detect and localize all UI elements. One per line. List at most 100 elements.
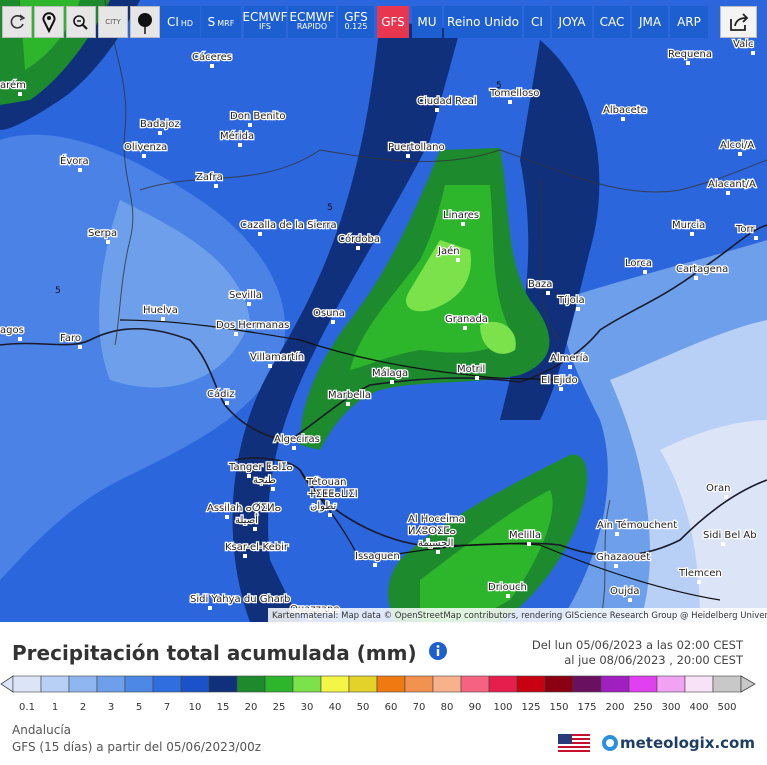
precip-area bbox=[420, 490, 553, 622]
button-sublabel: RAPIDO bbox=[296, 22, 328, 31]
legend-label: 80 bbox=[441, 702, 454, 713]
place-label: Melilla bbox=[509, 530, 541, 541]
model-button[interactable]: Reino Unido bbox=[444, 6, 522, 38]
model-button[interactable]: ECMWF RAPIDO bbox=[288, 6, 336, 38]
place-label: Alacant/A bbox=[708, 179, 756, 190]
location-button[interactable] bbox=[34, 6, 64, 38]
city-marker bbox=[158, 131, 162, 135]
city-marker bbox=[106, 240, 110, 244]
place-label: Córdoba bbox=[338, 233, 380, 245]
attribution-bg bbox=[268, 608, 767, 622]
legend-swatch bbox=[12, 675, 42, 693]
city-marker bbox=[694, 276, 698, 280]
legend-label: 300 bbox=[661, 702, 680, 713]
city-marker bbox=[78, 168, 82, 172]
button-sublabel: 0.125 bbox=[344, 22, 368, 31]
city-marker bbox=[754, 236, 758, 240]
place-label: Granada bbox=[445, 314, 488, 325]
button-label: ECMWF bbox=[242, 10, 288, 24]
city-button[interactable]: CITY bbox=[98, 6, 128, 38]
city-marker bbox=[390, 380, 394, 384]
model-button[interactable]: S MRF bbox=[201, 6, 241, 38]
model-button[interactable]: GFS 0.125 bbox=[338, 6, 374, 38]
place-label: Tanger ⵟⴰⵏⵊⴰ bbox=[228, 462, 293, 473]
place-label: Ksar-el-Kebir bbox=[225, 542, 289, 553]
city-marker bbox=[506, 594, 510, 598]
zoom-out-button[interactable] bbox=[66, 6, 96, 38]
info-icon[interactable] bbox=[428, 641, 448, 661]
model-button[interactable]: CI HD bbox=[160, 6, 200, 38]
model-button[interactable]: JOYA bbox=[552, 6, 592, 38]
model-button[interactable]: GFS bbox=[377, 6, 409, 38]
legend-swatch bbox=[152, 675, 182, 693]
city-marker bbox=[527, 542, 531, 546]
legend-label: 50 bbox=[357, 702, 370, 713]
model-button[interactable]: CAC bbox=[594, 6, 630, 38]
city-marker bbox=[208, 606, 212, 610]
button-label: S bbox=[207, 15, 216, 29]
legend-label: 5 bbox=[136, 702, 142, 713]
button-label: JOYA bbox=[558, 15, 586, 29]
place-label: Murcia bbox=[672, 220, 705, 231]
city-marker bbox=[576, 307, 580, 311]
legend-swatch bbox=[68, 675, 98, 693]
city-marker bbox=[546, 291, 550, 295]
city-marker bbox=[325, 489, 329, 493]
button-label: GFS bbox=[344, 10, 368, 24]
place-label: الحسيمة bbox=[418, 538, 453, 549]
place-label: Almería bbox=[550, 352, 589, 364]
legend-label: 40 bbox=[329, 702, 342, 713]
legend-swatch bbox=[180, 675, 210, 693]
model-button[interactable]: CI bbox=[524, 6, 550, 38]
share-button[interactable] bbox=[720, 6, 757, 38]
place-label: Sidi Bel Ab bbox=[703, 530, 757, 541]
place-label: Aïn Témouchent bbox=[597, 519, 677, 531]
pin-button[interactable] bbox=[130, 6, 160, 38]
city-marker bbox=[268, 364, 272, 368]
city-marker bbox=[568, 365, 572, 369]
city-marker bbox=[697, 580, 701, 584]
legend-swatch bbox=[96, 675, 126, 693]
place-label: Puertollano bbox=[388, 142, 445, 153]
place-label: Cádiz bbox=[207, 388, 235, 400]
button-label: CI bbox=[531, 15, 543, 29]
legend-swatch bbox=[432, 675, 462, 693]
city-marker bbox=[210, 64, 214, 68]
flag-icon[interactable] bbox=[558, 734, 590, 754]
legend-label: 1 bbox=[52, 702, 58, 713]
legend-swatch bbox=[376, 675, 406, 693]
city-marker bbox=[292, 446, 296, 450]
city-marker bbox=[161, 317, 165, 321]
model-button[interactable]: MU bbox=[412, 6, 442, 38]
legend-label: 500 bbox=[717, 702, 736, 713]
place-label: Sidi Yahya du Gharb bbox=[190, 594, 290, 605]
legend-label: 70 bbox=[413, 702, 426, 713]
city-marker bbox=[686, 61, 690, 65]
city-marker bbox=[247, 302, 251, 306]
place-label: Oujda bbox=[610, 586, 639, 597]
precip-area bbox=[99, 200, 250, 388]
legend-swatch bbox=[208, 675, 238, 693]
place-label: Algeciras bbox=[274, 434, 320, 445]
legend-label: 60 bbox=[385, 702, 398, 713]
city-marker bbox=[426, 526, 430, 530]
city-marker bbox=[643, 270, 647, 274]
place-label: Lorca bbox=[625, 258, 652, 269]
legend-swatch bbox=[684, 675, 714, 693]
place-label: Albacete bbox=[603, 105, 647, 116]
model-button[interactable]: ARP bbox=[670, 6, 708, 38]
city-marker bbox=[426, 538, 430, 542]
legend-arrow bbox=[740, 675, 756, 693]
legend-label: 7 bbox=[164, 702, 170, 713]
place-label: Don Benito bbox=[230, 111, 286, 122]
legend-swatch bbox=[292, 675, 322, 693]
city-marker bbox=[234, 332, 238, 336]
place-label: Alcoi/A bbox=[720, 140, 754, 151]
place-label: Driouch bbox=[488, 582, 527, 593]
title: Precipitación total acumulada (mm) bbox=[12, 641, 417, 665]
button-label: Reino Unido bbox=[447, 15, 519, 29]
refresh-button[interactable] bbox=[2, 6, 32, 38]
model-button[interactable]: ECMWF IFS bbox=[242, 6, 288, 38]
model-button[interactable]: JMA bbox=[632, 6, 668, 38]
